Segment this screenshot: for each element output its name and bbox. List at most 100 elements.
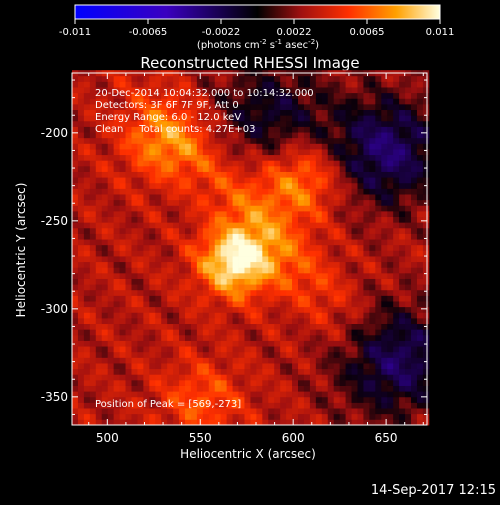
heatmap-cell: [393, 171, 400, 178]
heatmap-cell: [214, 126, 222, 133]
heatmap-cell: [274, 346, 281, 353]
heatmap-cell: [309, 239, 317, 246]
heatmap-cell: [351, 194, 358, 201]
heatmap-cell: [125, 340, 132, 347]
heatmap-cell: [83, 216, 91, 223]
heatmap-cell: [113, 165, 120, 172]
heatmap-cell: [286, 87, 293, 94]
heatmap-cell: [72, 256, 79, 263]
heatmap-cell: [107, 81, 115, 88]
heatmap-cell: [422, 408, 430, 415]
heatmap-cell: [387, 120, 394, 127]
heatmap-cell: [416, 284, 424, 291]
heatmap-cell: [303, 165, 311, 172]
heatmap-cell: [393, 261, 400, 268]
heatmap-cell: [375, 244, 382, 251]
heatmap-cell: [399, 92, 406, 99]
heatmap-cell: [262, 233, 269, 240]
heatmap-cell: [137, 323, 144, 330]
heatmap-cell: [83, 160, 91, 167]
heatmap-cell: [422, 368, 430, 375]
heatmap-cell: [238, 210, 245, 218]
heatmap-cell: [321, 334, 329, 341]
heatmap-cell: [155, 385, 162, 392]
heatmap-cell: [345, 87, 352, 94]
heatmap-cell: [83, 81, 91, 88]
heatmap-cell: [244, 81, 251, 88]
y-tick-label: -350: [41, 390, 68, 404]
heatmap-cell: [101, 126, 109, 133]
heatmap-cell: [107, 396, 115, 403]
heatmap-cell: [244, 205, 251, 212]
heatmap-cell: [149, 160, 156, 167]
heatmap-cell: [95, 120, 103, 127]
heatmap-cell: [268, 312, 275, 319]
heatmap-cell: [321, 278, 329, 285]
heatmap-cell: [280, 233, 287, 240]
heatmap-cell: [143, 256, 150, 263]
heatmap-cell: [315, 385, 323, 392]
heatmap-cell: [256, 306, 263, 313]
heatmap-cell: [280, 160, 287, 167]
heatmap-cell: [363, 301, 370, 308]
heatmap-cell: [309, 351, 317, 358]
heatmap-cell: [393, 317, 400, 325]
heatmap-cell: [292, 182, 299, 189]
heatmap-cell: [131, 143, 138, 150]
heatmap-cell: [321, 132, 329, 139]
heatmap-cell: [262, 312, 269, 319]
heatmap-cell: [208, 413, 216, 420]
heatmap-cell: [375, 334, 382, 341]
heatmap-cell: [244, 363, 251, 370]
heatmap-cell: [131, 165, 138, 172]
heatmap-cell: [357, 357, 364, 364]
heatmap-cell: [321, 289, 329, 296]
heatmap-cell: [280, 385, 287, 392]
heatmap-cell: [387, 363, 394, 370]
heatmap-cell: [107, 306, 115, 313]
heatmap-cell: [292, 301, 299, 308]
heatmap-cell: [292, 233, 299, 240]
heatmap-cell: [155, 233, 162, 240]
heatmap-cell: [387, 222, 394, 229]
heatmap-cell: [262, 396, 269, 403]
heatmap-cell: [357, 109, 364, 116]
heatmap-cell: [381, 171, 388, 178]
heatmap-cell: [315, 87, 323, 94]
heatmap-cell: [131, 419, 138, 426]
heatmap-cell: [101, 312, 109, 319]
heatmap-cell: [256, 87, 263, 94]
heatmap-cell: [167, 256, 174, 263]
heatmap-cell: [250, 171, 257, 178]
heatmap-cell: [72, 188, 79, 195]
heatmap-cell: [274, 126, 281, 133]
heatmap-cell: [107, 160, 115, 167]
heatmap-cell: [244, 233, 251, 240]
heatmap-cell: [173, 334, 180, 341]
heatmap-cell: [298, 408, 305, 415]
heatmap-cell: [190, 413, 198, 420]
heatmap-cell: [292, 413, 299, 420]
heatmap-cell: [89, 75, 97, 82]
heatmap-cell: [411, 171, 418, 178]
heatmap-cell: [286, 357, 293, 364]
heatmap-cell: [83, 374, 91, 381]
heatmap-cell: [119, 132, 126, 139]
heatmap-cell: [381, 391, 388, 398]
heatmap-cell: [422, 160, 430, 167]
heatmap-cell: [327, 143, 335, 150]
heatmap-cell: [339, 233, 346, 240]
heatmap-cell: [238, 340, 245, 347]
heatmap-cell: [327, 149, 335, 156]
heatmap-cell: [292, 137, 299, 144]
heatmap-cell: [399, 413, 406, 420]
heatmap-cell: [113, 227, 120, 234]
heatmap-cell: [416, 261, 424, 268]
heatmap-cell: [387, 312, 394, 319]
heatmap-cell: [202, 222, 210, 229]
heatmap-cell: [72, 272, 79, 279]
heatmap-cell: [333, 272, 341, 279]
heatmap-cell: [161, 261, 168, 268]
heatmap-cell: [416, 205, 424, 212]
heatmap-cell: [262, 419, 269, 426]
